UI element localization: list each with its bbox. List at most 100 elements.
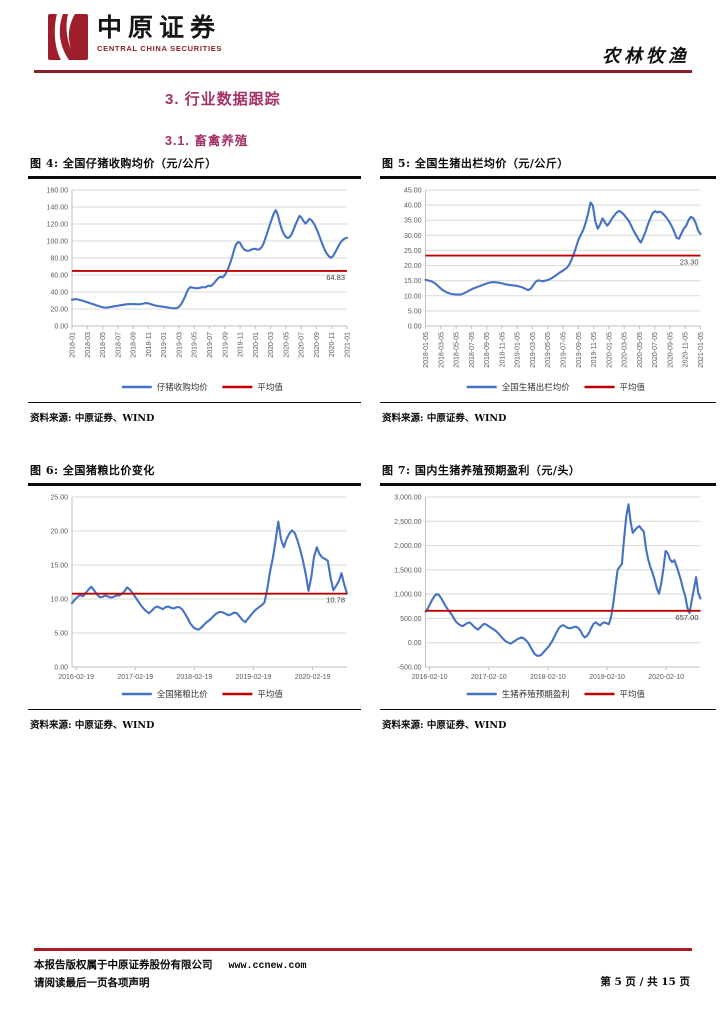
svg-text:15.00: 15.00 xyxy=(50,562,68,569)
figure-5-rule-bottom xyxy=(380,401,716,404)
svg-text:2019-02-19: 2019-02-19 xyxy=(236,674,272,681)
svg-text:2019-07: 2019-07 xyxy=(207,331,214,357)
header-rule xyxy=(34,70,692,73)
svg-text:2020-02-19: 2020-02-19 xyxy=(295,674,331,681)
svg-text:生猪养殖预期盈利: 生猪养殖预期盈利 xyxy=(502,689,570,699)
svg-text:2019-05-05: 2019-05-05 xyxy=(545,331,552,367)
footer-left: 本报告版权属于中原证券股份有限公司 www.ccnew.com 请阅读最后一页各项… xyxy=(34,957,307,991)
svg-text:1,500.00: 1,500.00 xyxy=(394,567,421,574)
svg-text:2020-05-05: 2020-05-05 xyxy=(637,331,644,367)
svg-text:全国猪粮比价: 全国猪粮比价 xyxy=(157,689,209,699)
figure-4-chart: 0.00 20.00 40.00 60.00 80.00 100.00 120.00 140.… xyxy=(28,179,361,402)
svg-text:80.00: 80.00 xyxy=(50,255,68,262)
svg-text:2018-07: 2018-07 xyxy=(115,331,122,357)
svg-text:2020-03-05: 2020-03-05 xyxy=(622,331,629,367)
svg-text:20.00: 20.00 xyxy=(404,263,422,270)
svg-text:2018-05-05: 2018-05-05 xyxy=(454,331,461,367)
svg-text:120.00: 120.00 xyxy=(47,221,69,228)
svg-text:0.00: 0.00 xyxy=(54,664,68,671)
svg-text:2020-05: 2020-05 xyxy=(283,331,290,357)
brand-name: 中原证券 xyxy=(97,13,222,42)
svg-text:2,500.00: 2,500.00 xyxy=(394,518,421,525)
svg-text:2019-02-10: 2019-02-10 xyxy=(589,674,625,681)
svg-text:2020-01-05: 2020-01-05 xyxy=(606,331,613,367)
svg-text:2020-11-05: 2020-11-05 xyxy=(683,331,690,366)
svg-text:2018-01-05: 2018-01-05 xyxy=(423,331,430,367)
svg-text:2020-09-05: 2020-09-05 xyxy=(667,331,674,367)
svg-text:20.00: 20.00 xyxy=(50,306,68,313)
svg-text:0.00: 0.00 xyxy=(54,323,68,330)
footer-copyright: 本报告版权属于中原证券股份有限公司 xyxy=(34,959,213,971)
svg-text:40.00: 40.00 xyxy=(404,202,422,209)
svg-text:2018-02-10: 2018-02-10 xyxy=(530,674,566,681)
svg-text:2,000.00: 2,000.00 xyxy=(394,543,421,550)
svg-text:500.00: 500.00 xyxy=(400,615,422,622)
svg-text:2019-11-05: 2019-11-05 xyxy=(591,331,598,366)
svg-text:仔猪收购均价: 仔猪收购均价 xyxy=(157,382,209,392)
svg-text:平均值: 平均值 xyxy=(257,382,283,392)
svg-text:2018-07-05: 2018-07-05 xyxy=(469,331,476,367)
svg-text:45.00: 45.00 xyxy=(404,187,422,194)
svg-text:2019-03: 2019-03 xyxy=(176,331,183,357)
figure-4-rule-bottom xyxy=(28,401,361,404)
svg-text:23.30: 23.30 xyxy=(680,257,699,266)
svg-text:2018-02-19: 2018-02-19 xyxy=(176,674,212,681)
footer-disclaimer: 请阅读最后一页各项声明 xyxy=(34,976,150,989)
svg-text:10.78: 10.78 xyxy=(326,595,345,604)
brand-subtitle: CENTRAL CHINA SECURITIES xyxy=(97,43,223,53)
footer-website-link[interactable]: www.ccnew.com xyxy=(228,961,307,972)
svg-text:2020-02-10: 2020-02-10 xyxy=(648,674,684,681)
figure-6-source: 资料来源: 中原证券、WIND xyxy=(30,720,155,732)
svg-text:60.00: 60.00 xyxy=(50,272,68,279)
svg-text:2018-09-05: 2018-09-05 xyxy=(484,331,491,367)
svg-text:2018-05: 2018-05 xyxy=(100,331,107,357)
figure-6: 图 6: 全国猪粮比价变化 0.00 5.00 10.00 15.00 20.00 25.… xyxy=(28,462,361,731)
svg-text:2020-07-05: 2020-07-05 xyxy=(652,331,659,367)
svg-text:平均值: 平均值 xyxy=(620,382,646,392)
figure-7-title: 图 7: 国内生猪养殖预期盈利（元/头） xyxy=(382,464,581,477)
footer-rule xyxy=(34,948,692,951)
svg-text:25.00: 25.00 xyxy=(50,494,68,501)
svg-text:2019-01-05: 2019-01-05 xyxy=(515,331,522,367)
figure-6-rule-top xyxy=(28,483,361,486)
svg-text:100.00: 100.00 xyxy=(47,238,69,245)
svg-text:2019-11: 2019-11 xyxy=(238,331,245,356)
svg-text:40.00: 40.00 xyxy=(50,289,68,296)
svg-text:2016-02-10: 2016-02-10 xyxy=(412,674,448,681)
svg-text:2020-11: 2020-11 xyxy=(329,331,336,356)
brand-text: 中原证券 CENTRAL CHINA SECURITIES xyxy=(97,14,222,53)
svg-text:2020-07: 2020-07 xyxy=(299,331,306,357)
svg-text:2016-02-19: 2016-02-19 xyxy=(58,674,94,681)
svg-text:30.00: 30.00 xyxy=(404,232,422,239)
svg-text:140.00: 140.00 xyxy=(47,204,69,211)
svg-text:2018-03-05: 2018-03-05 xyxy=(438,331,445,367)
svg-text:全国生猪出栏均价: 全国生猪出栏均价 xyxy=(502,382,571,392)
figure-4-source: 资料来源: 中原证券、WIND xyxy=(30,413,155,425)
svg-text:2020-09: 2020-09 xyxy=(314,331,321,357)
chart-canvas: -500.00 0.00 500.00 1,000.00 1,500.00 2,000.0… xyxy=(394,494,702,699)
brand-logo-icon xyxy=(48,14,88,65)
figure-5-rule-top xyxy=(380,176,716,179)
figure-6-rule-bottom xyxy=(28,708,361,711)
figure-7: 图 7: 国内生猪养殖预期盈利（元/头） -500.00 0.00 500.00 1,… xyxy=(380,462,716,731)
footer-page-info: 第 5 页 / 共 15 页 xyxy=(600,976,690,988)
figure-5-title: 图 5: 全国生猪出栏均价（元/公斤） xyxy=(382,157,569,170)
svg-text:2017-02-19: 2017-02-19 xyxy=(117,674,153,681)
figure-4-rule-top xyxy=(28,176,361,179)
svg-text:1,000.00: 1,000.00 xyxy=(394,591,421,598)
svg-text:160.00: 160.00 xyxy=(47,187,69,194)
subsection-heading: 3.1. 畜禽养殖 xyxy=(165,134,249,148)
svg-text:2021-01: 2021-01 xyxy=(345,331,352,357)
svg-text:2018-03: 2018-03 xyxy=(85,331,92,357)
svg-text:10.00: 10.00 xyxy=(50,596,68,603)
svg-text:0.00: 0.00 xyxy=(408,640,422,647)
figure-6-title: 图 6: 全国猪粮比价变化 xyxy=(30,464,155,477)
figure-7-chart: -500.00 0.00 500.00 1,000.00 1,500.00 2,000.0… xyxy=(380,486,716,709)
svg-text:35.00: 35.00 xyxy=(404,217,422,224)
svg-text:657.00: 657.00 xyxy=(676,612,699,621)
brand-block: 中原证券 CENTRAL CHINA SECURITIES xyxy=(48,14,222,65)
figure-7-rule-top xyxy=(380,483,716,486)
svg-text:64.83: 64.83 xyxy=(326,272,345,281)
svg-text:25.00: 25.00 xyxy=(404,247,422,254)
section-heading: 3. 行业数据跟踪 xyxy=(165,91,281,108)
